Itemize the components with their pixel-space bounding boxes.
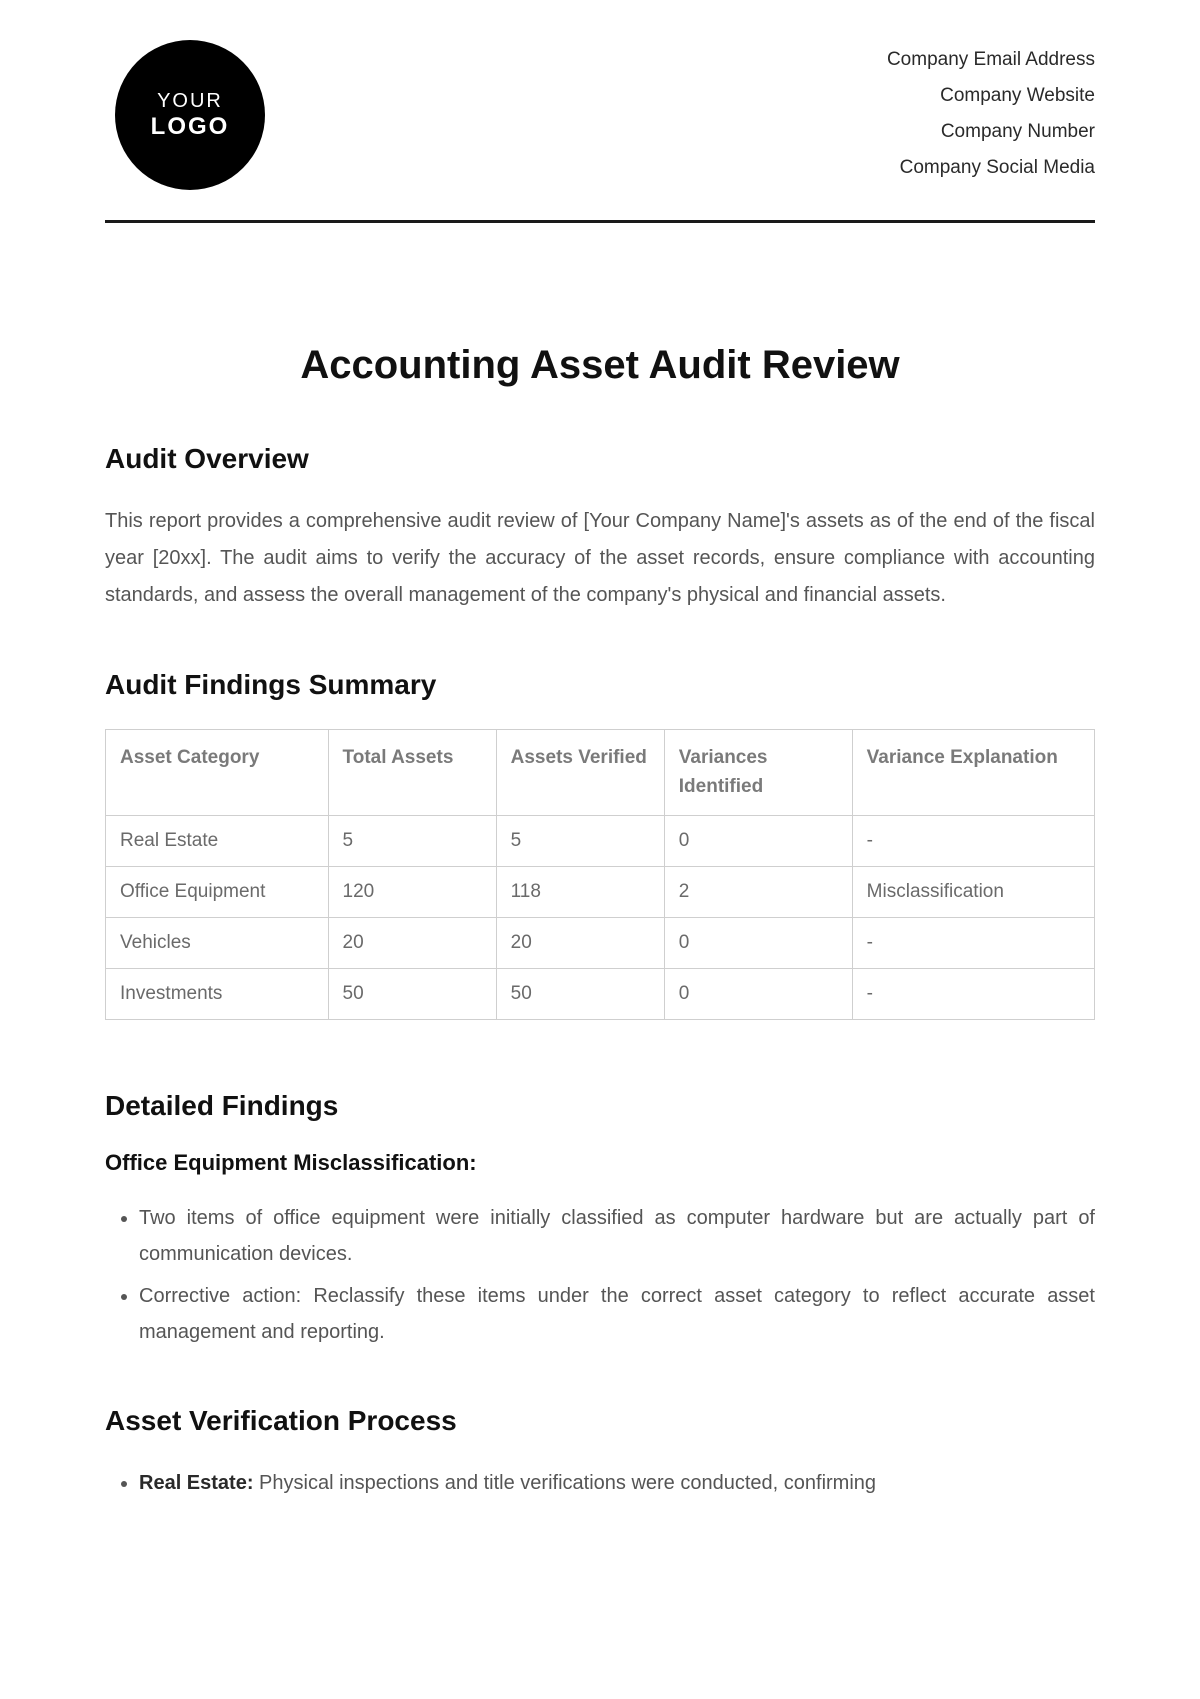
table-row: Real Estate550- <box>106 816 1095 867</box>
table-cell: 0 <box>664 969 852 1020</box>
list-item: Two items of office equipment were initi… <box>139 1200 1095 1272</box>
table-cell: 20 <box>328 918 496 969</box>
company-logo: YOUR LOGO <box>115 40 265 190</box>
document-title: Accounting Asset Audit Review <box>105 343 1095 388</box>
list-item: Real Estate: Physical inspections and ti… <box>139 1465 1095 1501</box>
overview-body: This report provides a comprehensive aud… <box>105 503 1095 614</box>
table-header-cell: Variance Explanation <box>852 730 1094 816</box>
table-body: Real Estate550-Office Equipment1201182Mi… <box>106 816 1095 1020</box>
table-row: Office Equipment1201182Misclassification <box>106 867 1095 918</box>
verification-process-list: Real Estate: Physical inspections and ti… <box>105 1465 1095 1501</box>
table-cell: 20 <box>496 918 664 969</box>
table-cell: Real Estate <box>106 816 329 867</box>
table-header-cell: Assets Verified <box>496 730 664 816</box>
table-cell: Investments <box>106 969 329 1020</box>
table-cell: 50 <box>328 969 496 1020</box>
table-cell: - <box>852 816 1094 867</box>
table-cell: - <box>852 918 1094 969</box>
company-website: Company Website <box>887 78 1095 114</box>
findings-summary-table: Asset CategoryTotal AssetsAssets Verifie… <box>105 729 1095 1020</box>
table-cell: 5 <box>328 816 496 867</box>
table-cell: Vehicles <box>106 918 329 969</box>
table-cell: Office Equipment <box>106 867 329 918</box>
table-header-row: Asset CategoryTotal AssetsAssets Verifie… <box>106 730 1095 816</box>
table-header-cell: Asset Category <box>106 730 329 816</box>
detailed-findings-list: Two items of office equipment were initi… <box>105 1200 1095 1350</box>
logo-text-line1: YOUR <box>157 90 223 113</box>
table-cell: 0 <box>664 918 852 969</box>
table-row: Investments50500- <box>106 969 1095 1020</box>
detailed-subheading: Office Equipment Misclassification: <box>105 1150 1095 1176</box>
list-item-lead: Real Estate: <box>139 1472 254 1494</box>
table-cell: 120 <box>328 867 496 918</box>
company-number: Company Number <box>887 114 1095 150</box>
list-item: Corrective action: Reclassify these item… <box>139 1278 1095 1350</box>
header-divider <box>105 220 1095 223</box>
list-item-rest: Physical inspections and title verificat… <box>254 1472 877 1494</box>
letterhead-header: YOUR LOGO Company Email Address Company … <box>105 40 1095 220</box>
logo-text-line2: LOGO <box>151 113 230 141</box>
table-cell: 50 <box>496 969 664 1020</box>
table-cell: 5 <box>496 816 664 867</box>
section-heading-findings-summary: Audit Findings Summary <box>105 669 1095 701</box>
table-cell: - <box>852 969 1094 1020</box>
section-heading-detailed: Detailed Findings <box>105 1090 1095 1122</box>
company-email: Company Email Address <box>887 42 1095 78</box>
table-cell: 118 <box>496 867 664 918</box>
table-header-cell: Variances Identified <box>664 730 852 816</box>
table-header-cell: Total Assets <box>328 730 496 816</box>
company-contact-block: Company Email Address Company Website Co… <box>887 40 1095 186</box>
section-heading-verification: Asset Verification Process <box>105 1405 1095 1437</box>
document-page: YOUR LOGO Company Email Address Company … <box>0 0 1200 1501</box>
table-cell: 0 <box>664 816 852 867</box>
table-cell: 2 <box>664 867 852 918</box>
section-heading-overview: Audit Overview <box>105 443 1095 475</box>
table-row: Vehicles20200- <box>106 918 1095 969</box>
company-social: Company Social Media <box>887 150 1095 186</box>
table-cell: Misclassification <box>852 867 1094 918</box>
